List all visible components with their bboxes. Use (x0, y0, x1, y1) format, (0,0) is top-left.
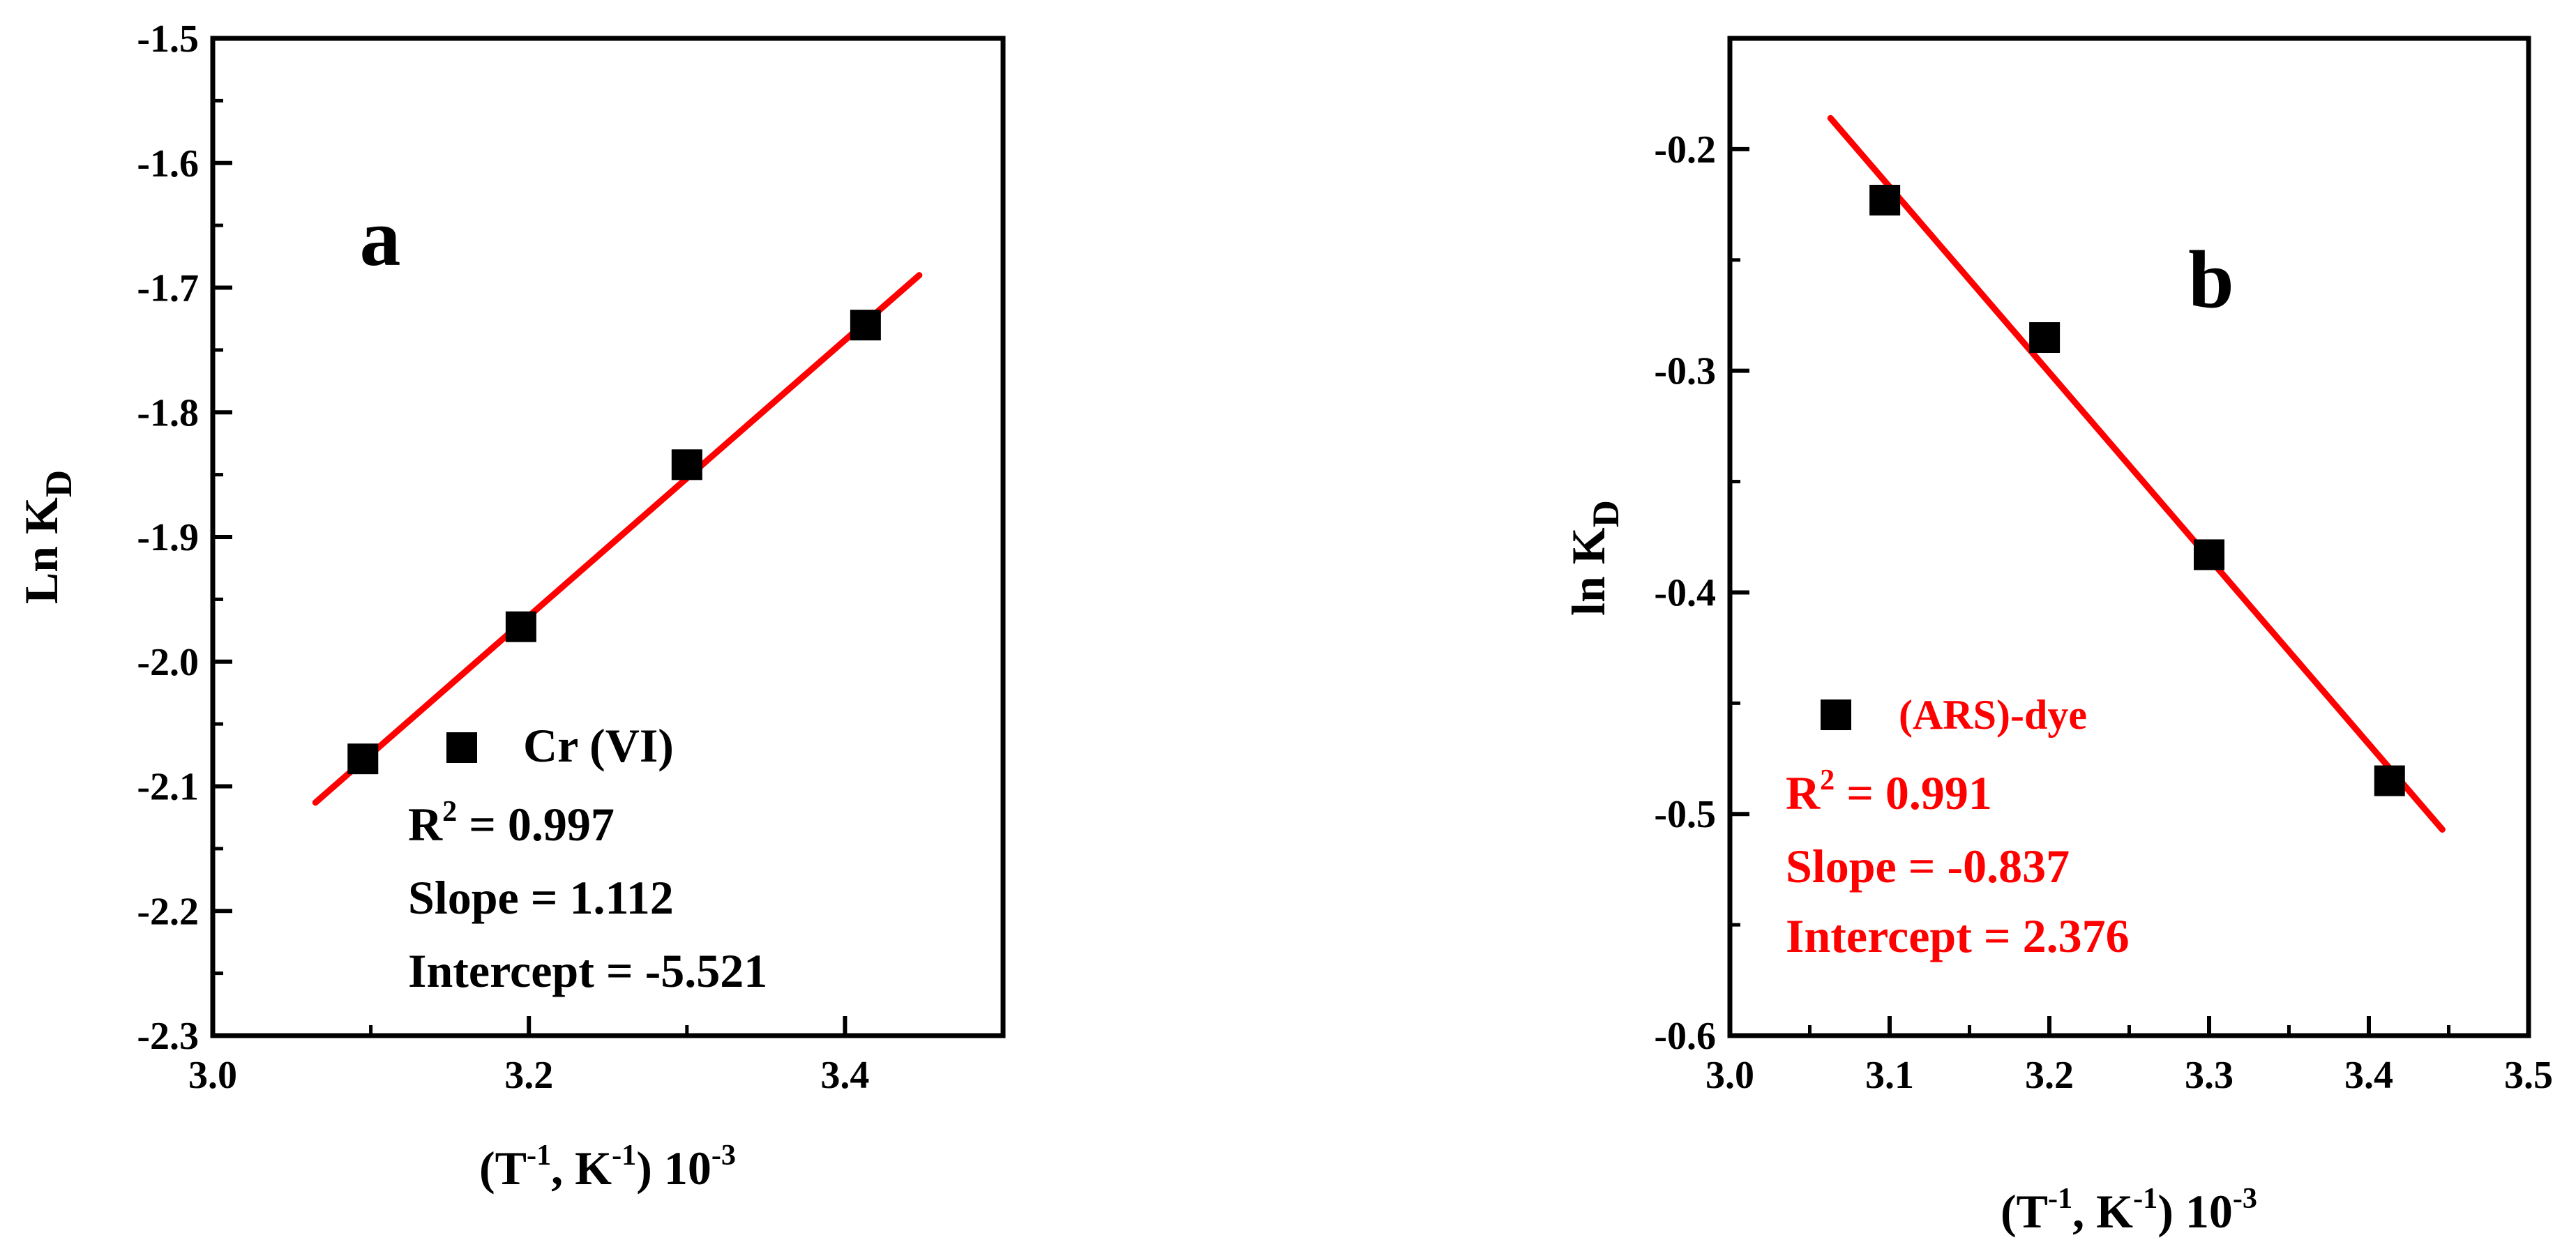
r-squared-prefix: R (1786, 766, 1821, 819)
data-point (1869, 184, 1901, 215)
x-axis-label-sup: -1 (527, 1139, 551, 1172)
r-squared-prefix: R (408, 798, 443, 851)
data-point (2029, 322, 2061, 353)
y-tick-label: -0.3 (1654, 350, 1716, 393)
x-axis-label-sup: -1 (2133, 1182, 2157, 1215)
data-point (2374, 765, 2405, 796)
data-point (347, 743, 379, 775)
y-tick-label: -1.5 (137, 17, 199, 61)
y-tick-label: -1.7 (137, 267, 199, 310)
fit-line (1827, 114, 2446, 833)
legend-label: Cr (VI) (523, 719, 674, 772)
slope-annotation: Slope = 1.112 (408, 871, 674, 924)
y-tick-label: -1.9 (137, 516, 199, 559)
y-tick-label: -1.8 (137, 391, 199, 434)
x-tick-label: 3.2 (2025, 1054, 2074, 1097)
x-tick-label: 3.0 (188, 1054, 237, 1097)
x-tick-label: 3.1 (1865, 1054, 1914, 1097)
y-tick-label: -2.3 (137, 1015, 199, 1058)
r-squared-value: = 0.997 (457, 798, 615, 851)
slope-annotation: Slope = -0.837 (1786, 840, 2070, 893)
y-axis-label: ln KD (1562, 500, 1627, 616)
x-tick-label: 3.0 (1705, 1054, 1754, 1097)
data-point (850, 310, 881, 341)
x-tick-label: 3.4 (2344, 1054, 2393, 1097)
panel-label: a (360, 192, 401, 283)
y-tick-label: -2.2 (137, 890, 199, 933)
data-point (2194, 539, 2224, 570)
legend-label: (ARS)-dye (1899, 692, 2087, 738)
fit-line (312, 272, 923, 806)
x-axis-label: (T-1, K-1) 10-3 (479, 1139, 736, 1195)
y-axis-label-sub: D (1585, 500, 1627, 527)
x-tick-label: 3.5 (2504, 1054, 2553, 1097)
r-squared-value: = 0.991 (1835, 766, 1992, 819)
legend-marker (446, 732, 477, 763)
y-tick-label: -2.1 (137, 766, 199, 809)
y-tick-label: -0.4 (1654, 571, 1716, 614)
x-axis-label-mid: , K (2072, 1185, 2133, 1238)
x-axis-label-sup: -3 (2233, 1182, 2257, 1215)
r-squared-annotation: R2 = 0.991 (1786, 764, 1992, 819)
x-axis-label-end: ) 10 (636, 1142, 711, 1195)
intercept-annotation: Intercept = -5.521 (408, 944, 767, 997)
intercept-annotation: Intercept = 2.376 (1786, 909, 2130, 962)
y-tick-label: -0.2 (1654, 128, 1716, 172)
r-squared-annotation: R2 = 0.997 (408, 795, 615, 851)
x-axis-label-end: ) 10 (2157, 1185, 2233, 1238)
panel-b: 3.0 3.1 3.2 3.3 3.4 3.5 -0.6 -0.5 -0.4 -0.3 -0.2 (T… (1562, 36, 2553, 1238)
y-tick-label: -0.6 (1654, 1015, 1716, 1058)
x-axis-label-main: (T (2001, 1185, 2048, 1238)
panel-a: 3.0 3.2 3.4 -2.3 -2.2 -2.1 -2.0 -1.9 -1.8 -1.7 -1.… (15, 17, 1006, 1195)
y-axis-label-main: ln K (1562, 527, 1615, 616)
panel-label: b (2188, 234, 2234, 325)
x-axis-label-main: (T (479, 1142, 527, 1195)
y-axis-label-sub: D (38, 470, 80, 497)
y-tick-label: -1.6 (137, 142, 199, 186)
x-axis-label-mid: , K (551, 1142, 612, 1195)
r-squared-sup: 2 (1820, 764, 1835, 796)
x-axis-label-sup: -3 (711, 1139, 736, 1172)
data-point (671, 449, 702, 481)
x-axis-label-sup: -1 (2048, 1182, 2072, 1215)
y-axis-label: Ln KD (15, 470, 80, 604)
y-tick-label: -0.5 (1654, 793, 1716, 836)
x-axis-label-sup: -1 (612, 1139, 636, 1172)
y-axis-label-main: Ln K (15, 497, 68, 604)
x-tick-label: 3.2 (504, 1054, 553, 1097)
r-squared-sup: 2 (442, 795, 457, 828)
x-tick-label: 3.3 (2185, 1054, 2234, 1097)
x-axis-label: (T-1, K-1) 10-3 (2001, 1182, 2257, 1238)
data-point (505, 611, 536, 642)
legend-marker (1821, 699, 1851, 730)
x-tick-label: 3.4 (820, 1054, 869, 1097)
y-tick-label: -2.0 (137, 641, 199, 684)
